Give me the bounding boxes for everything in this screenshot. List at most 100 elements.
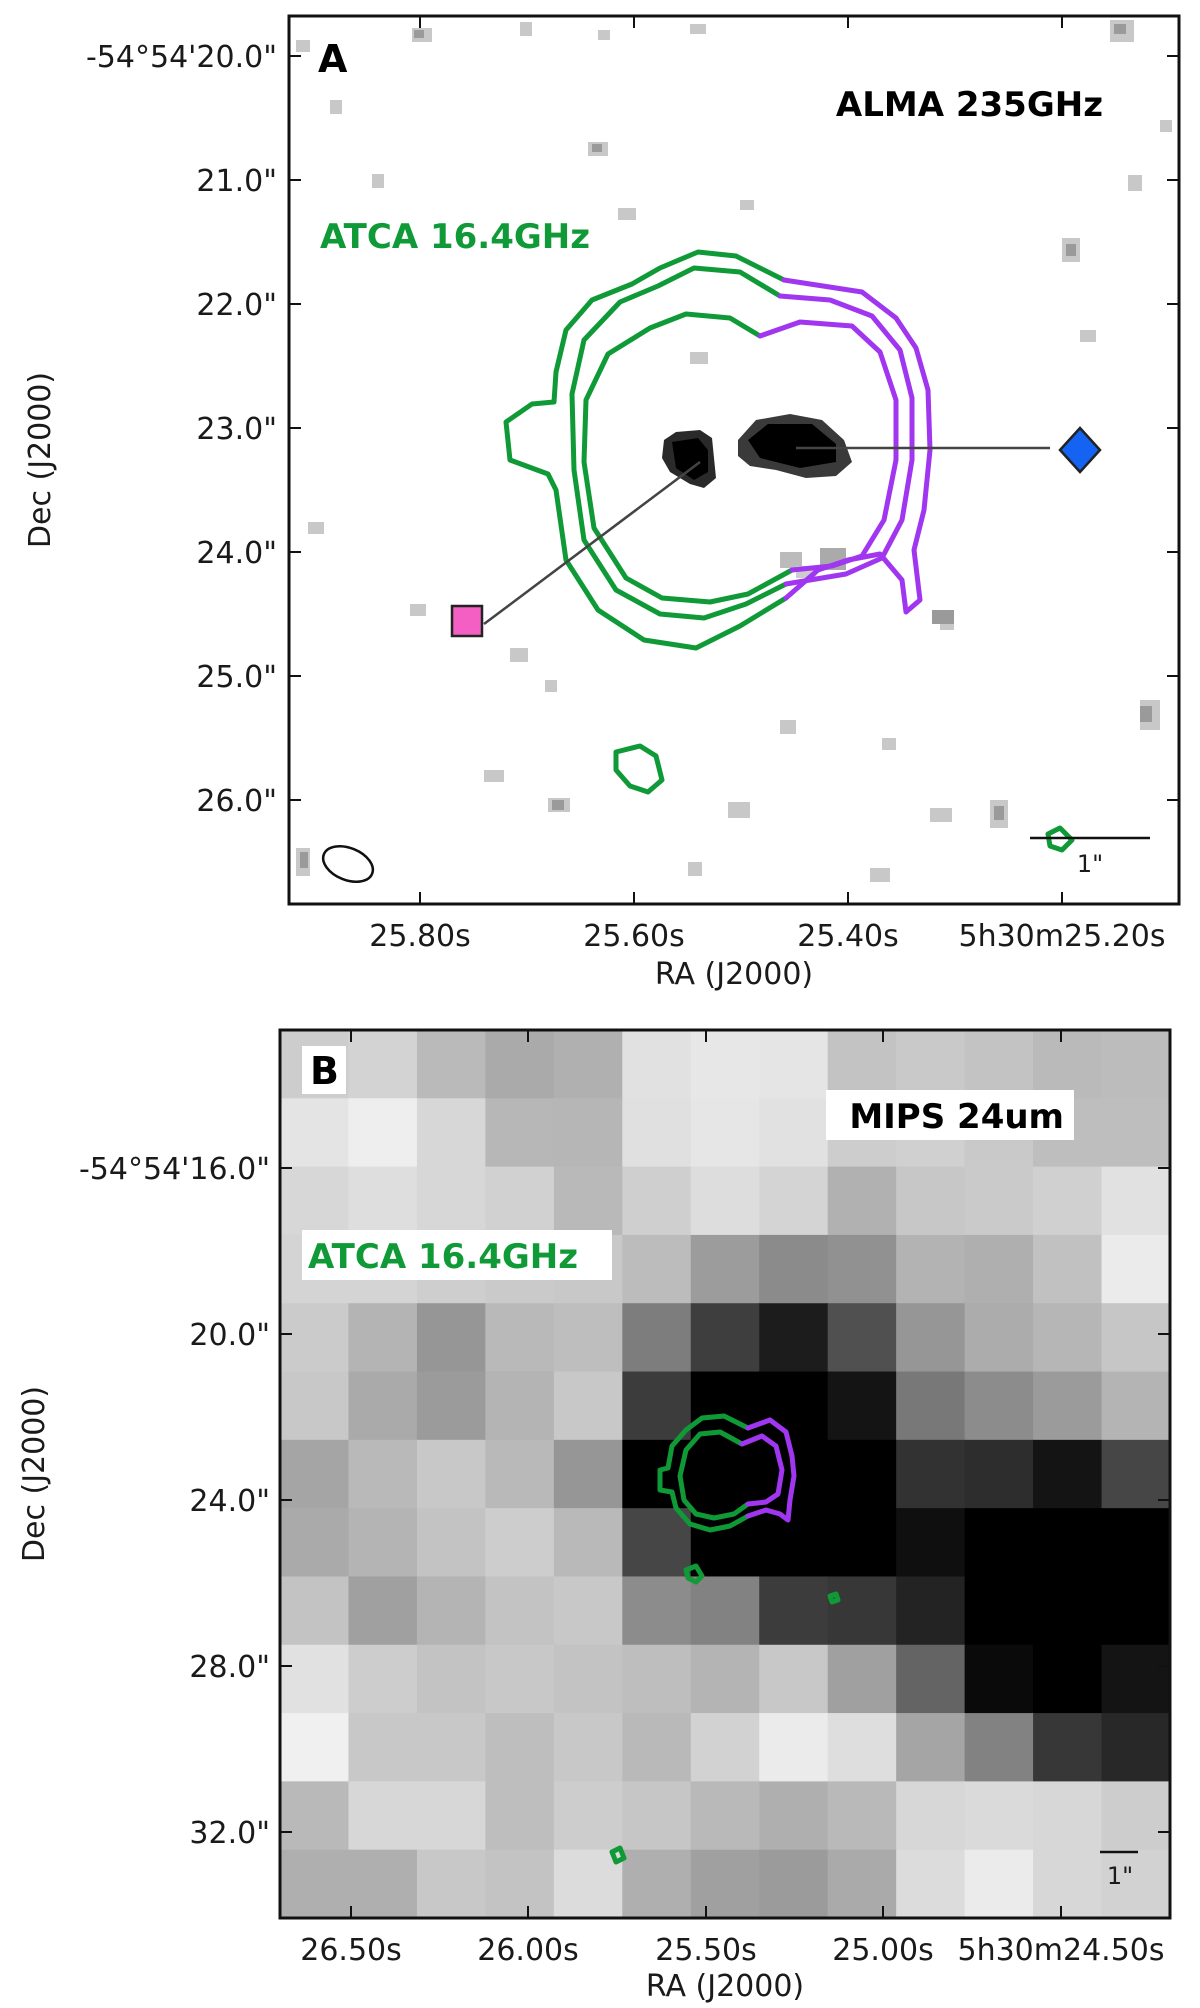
mips-pixel: [416, 1098, 486, 1168]
mips-pixel: [690, 1098, 760, 1168]
mips-pixel: [964, 1576, 1034, 1646]
mips-pixel: [1101, 1781, 1170, 1851]
panel-b: 1" B MIPS 24um ATCA 16.4GHz -54°54'16.0"…: [17, 1028, 1172, 2004]
y-tick-label: -54°54'16.0": [79, 1152, 270, 1187]
mips-pixel: [553, 1166, 623, 1236]
mips-pixel: [622, 1576, 692, 1646]
mips-pixel: [827, 1166, 897, 1236]
mips-pixel: [1101, 1234, 1170, 1304]
mips-pixel: [280, 1098, 350, 1168]
x-tick-label: 25.80s: [369, 919, 471, 954]
mips-pixel: [280, 1849, 350, 1918]
mips-pixel: [690, 1166, 760, 1236]
atca-b-islet-1: [683, 1563, 705, 1585]
mips-pixel: [485, 1166, 555, 1236]
atca-label-b: ATCA 16.4GHz: [308, 1237, 578, 1277]
mips-pixel: [827, 1576, 897, 1646]
panel-b-letter-bg: [302, 1046, 346, 1094]
mips-pixel: [690, 1849, 760, 1918]
mips-pixel: [553, 1439, 623, 1509]
y-tick-label: 25.0": [196, 660, 277, 695]
mips-pixel: [759, 1576, 829, 1646]
y-tick-label: 20.0": [189, 1318, 270, 1353]
mips-pixel: [1101, 1371, 1170, 1441]
mips-pixel: [280, 1166, 350, 1236]
mips-pixel: [690, 1439, 760, 1509]
mips-pixel: [622, 1234, 692, 1304]
mips-pixel: [622, 1030, 692, 1099]
mips-pixel: [1033, 1713, 1103, 1782]
mips-pixel: [1033, 1166, 1103, 1236]
atca-b-east-contour-outer: [745, 1417, 797, 1523]
mips-pixel: [553, 1576, 623, 1646]
y-tick-label: -54°54'20.0": [86, 40, 277, 75]
mips-pixel: [622, 1781, 692, 1851]
atca-east-contour-mid: [777, 293, 915, 587]
mips-pixel: [1101, 1713, 1170, 1782]
mips-pixel: [348, 1644, 418, 1714]
mips-pixel: [622, 1644, 692, 1714]
mips-pixel: [1101, 1439, 1170, 1509]
mips-pixel: [896, 1303, 966, 1373]
mips-pixel: [1033, 1576, 1103, 1646]
mips-pixel: [553, 1371, 623, 1441]
panel-b-ticks: [280, 1030, 1170, 1918]
mips-pixel: [280, 1371, 350, 1441]
mips-pixel: [690, 1303, 760, 1373]
mips-pixel: [896, 1576, 966, 1646]
mips-pixel: [827, 1713, 897, 1782]
mips-pixel: [280, 1713, 350, 1782]
mips-pixel: [690, 1713, 760, 1782]
mips-pixel: [827, 1781, 897, 1851]
mips-pixel: [416, 1576, 486, 1646]
mips-pixel: [553, 1781, 623, 1851]
mips-pixel: [964, 1439, 1034, 1509]
mips-pixel: [416, 1439, 486, 1509]
mips-pixel: [827, 1371, 897, 1441]
mips-pixel: [827, 1644, 897, 1714]
alma-label: ALMA 235GHz: [836, 85, 1103, 125]
mips-pixel: [553, 1849, 623, 1918]
mips-pixel: [553, 1508, 623, 1578]
mips-pixel: [759, 1234, 829, 1304]
mips-pixel: [1101, 1166, 1170, 1236]
pink-connector-line: [483, 461, 701, 625]
mips-pixel: [827, 1508, 897, 1578]
mips-pixel: [896, 1644, 966, 1714]
panel-a-ylabel: Dec (J2000): [23, 372, 58, 548]
panel-b-y-ticks: -54°54'16.0" 20.0" 24.0" 28.0" 32.0": [79, 1152, 270, 1851]
mips-pixel: [759, 1371, 829, 1441]
panel-b-letter: B: [310, 1049, 339, 1093]
mips-pixel: [759, 1166, 829, 1236]
mips-pixel: [1033, 1508, 1103, 1578]
mips-pixel: [964, 1644, 1034, 1714]
mips-pixel: [416, 1371, 486, 1441]
atca-east-contour-inner: [757, 319, 899, 573]
mips-pixel: [827, 1030, 897, 1099]
mips-pixel: [827, 1439, 897, 1509]
mips-label: MIPS 24um: [849, 1097, 1064, 1137]
mips-pixel: [416, 1713, 486, 1782]
mips-pixel: [896, 1166, 966, 1236]
mips-pixel: [348, 1030, 418, 1099]
panel-a-letter: A: [318, 37, 348, 81]
mips-pixel: [964, 1234, 1034, 1304]
mips-pixel: [348, 1849, 418, 1918]
panel-a-y-ticks: -54°54'20.0" 21.0" 22.0" 23.0" 24.0" 25.…: [86, 40, 277, 819]
scale-bar-a-label: 1": [1077, 850, 1103, 878]
mips-pixel: [348, 1713, 418, 1782]
panel-a-frame: [287, 14, 1181, 906]
panel-b-ylabel: Dec (J2000): [17, 1386, 52, 1562]
atca-b-islet-2: [827, 1591, 841, 1605]
mips-pixel: [1033, 1030, 1103, 1099]
mips-pixel: [827, 1303, 897, 1373]
mips-pixel: [1101, 1098, 1170, 1168]
mips-pixel: [1033, 1303, 1103, 1373]
mips-pixel: [964, 1713, 1034, 1782]
mips-pixel: [348, 1576, 418, 1646]
panel-a-letter-bg: [310, 34, 354, 82]
y-tick-label: 32.0": [189, 1816, 270, 1851]
mips-pixel: [622, 1508, 692, 1578]
y-tick-label: 22.0": [196, 288, 277, 323]
mips-pixel: [759, 1781, 829, 1851]
